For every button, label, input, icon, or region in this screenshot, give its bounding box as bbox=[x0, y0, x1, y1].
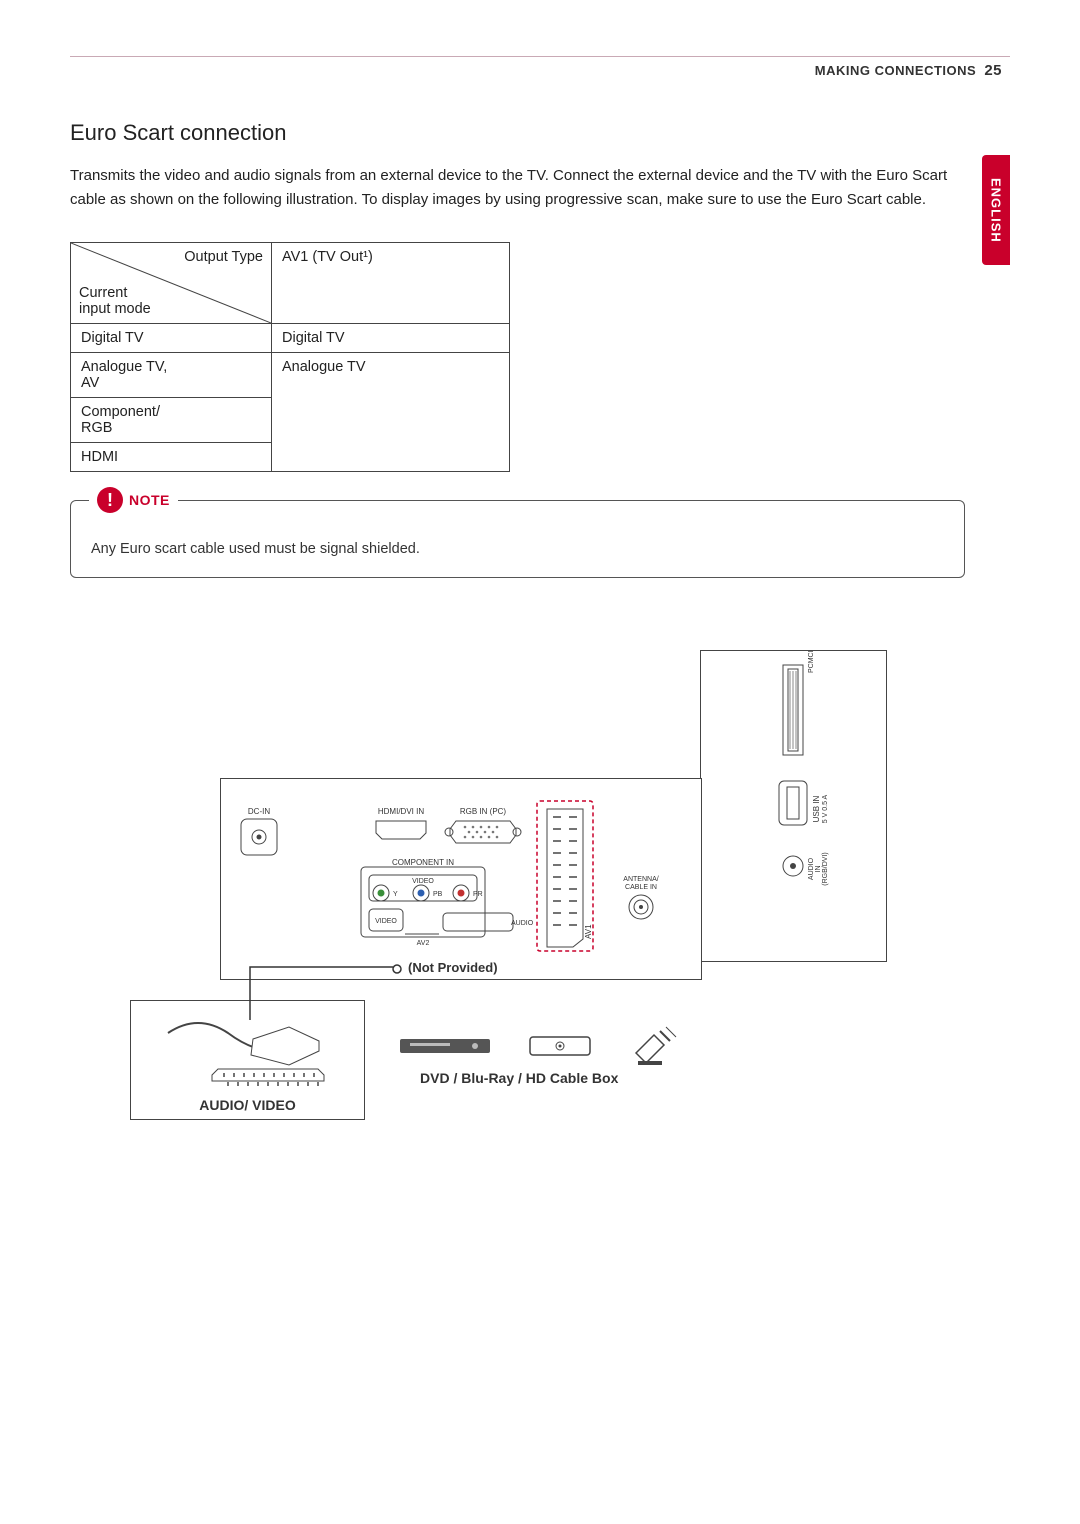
table-col2-hdr: AV1 (TV Out¹) bbox=[272, 243, 510, 324]
note-box: ! NOTE Any Euro scart cable used must be… bbox=[70, 500, 965, 578]
svg-text:AUDIO: AUDIO bbox=[808, 857, 815, 880]
svg-text:5 V 0.5 A: 5 V 0.5 A bbox=[822, 794, 829, 823]
device-icons bbox=[390, 1015, 710, 1065]
leader-line bbox=[248, 965, 398, 1025]
dvd-label: DVD / Blu-Ray / HD Cable Box bbox=[420, 1070, 618, 1086]
svg-text:AV1: AV1 bbox=[584, 924, 593, 939]
scart-plug-icon bbox=[158, 1013, 338, 1093]
svg-text:PCMCIA: PCMCIA bbox=[808, 651, 815, 673]
content: Euro Scart connection Transmits the vide… bbox=[70, 120, 965, 578]
svg-text:HDMI/DVI IN: HDMI/DVI IN bbox=[378, 807, 424, 816]
svg-text:AUDIO: AUDIO bbox=[511, 920, 534, 927]
info-icon: ! bbox=[97, 487, 123, 513]
svg-text:PB: PB bbox=[433, 891, 443, 898]
svg-text:VIDEO: VIDEO bbox=[375, 918, 397, 925]
svg-text:AV2: AV2 bbox=[417, 940, 430, 947]
svg-text:VIDEO: VIDEO bbox=[412, 878, 434, 885]
io-table: Output Type Current input mode AV1 (TV O… bbox=[70, 242, 510, 472]
table-row: Analogue TV, AV Analogue TV bbox=[71, 353, 510, 398]
header-text: MAKING CONNECTIONS 25 bbox=[815, 62, 1002, 79]
svg-text:ANTENNA/: ANTENNA/ bbox=[623, 876, 658, 883]
svg-text:DC-IN: DC-IN bbox=[248, 807, 270, 816]
page: MAKING CONNECTIONS 25 ENGLISH Euro Scart… bbox=[0, 0, 1080, 1524]
table-header-diagonal: Output Type Current input mode bbox=[71, 243, 272, 324]
not-provided-label: (Not Provided) bbox=[390, 960, 498, 976]
note-label: NOTE bbox=[129, 492, 170, 508]
side-panel: PCMCIA USB IN 5 V 0.5 A AUDIO IN (RGB/DV… bbox=[700, 650, 887, 962]
page-number: 25 bbox=[984, 62, 1002, 79]
header-section: MAKING CONNECTIONS bbox=[815, 63, 976, 78]
table-row: Digital TV Digital TV bbox=[71, 324, 510, 353]
header-rule bbox=[70, 56, 1010, 57]
svg-text:COMPONENT IN: COMPONENT IN bbox=[392, 858, 454, 867]
note-header: ! NOTE bbox=[89, 487, 178, 513]
back-panel-svg: DC-IN HDMI/DVI IN RGB IN (PC) bbox=[221, 779, 701, 979]
side-panel-svg: PCMCIA USB IN 5 V 0.5 A AUDIO IN (RGB/DV… bbox=[701, 651, 886, 961]
svg-text:(RGB/DVI): (RGB/DVI) bbox=[822, 852, 829, 885]
back-panel: DC-IN HDMI/DVI IN RGB IN (PC) bbox=[220, 778, 702, 980]
section-title: Euro Scart connection bbox=[70, 120, 965, 146]
svg-text:RGB IN (PC): RGB IN (PC) bbox=[460, 807, 507, 816]
connection-diagram: PCMCIA USB IN 5 V 0.5 A AUDIO IN (RGB/DV… bbox=[130, 650, 950, 1130]
svg-text:CABLE IN: CABLE IN bbox=[625, 884, 657, 891]
intro-paragraph: Transmits the video and audio signals fr… bbox=[70, 164, 965, 212]
svg-text:PR: PR bbox=[473, 891, 483, 898]
svg-text:IN: IN bbox=[815, 866, 822, 873]
svg-text:Y: Y bbox=[393, 891, 398, 898]
note-text: Any Euro scart cable used must be signal… bbox=[91, 541, 420, 557]
av-label: AUDIO/ VIDEO bbox=[199, 1097, 295, 1113]
svg-text:USB IN: USB IN bbox=[812, 795, 821, 822]
hdr-input: Current input mode bbox=[79, 285, 151, 317]
hdr-output: Output Type bbox=[184, 249, 263, 265]
language-tab: ENGLISH bbox=[982, 155, 1010, 265]
